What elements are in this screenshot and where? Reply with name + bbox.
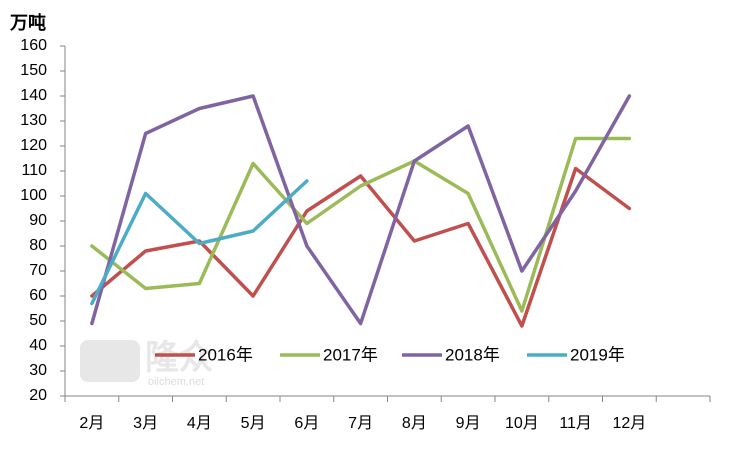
y-axis-unit: 万吨	[9, 12, 46, 33]
x-tick-label: 11月	[559, 415, 592, 432]
x-tick-label: 3月	[133, 415, 158, 432]
x-tick-label: 5月	[241, 415, 266, 432]
legend-item: 2017年	[280, 345, 378, 364]
y-tick-label: 120	[20, 137, 47, 154]
series-line	[90, 166, 632, 328]
y-tick-label: 150	[20, 62, 47, 79]
x-tick-label: 8月	[402, 415, 427, 432]
watermark-site: oilchem.net	[148, 376, 204, 388]
y-tick-label: 90	[29, 212, 47, 229]
legend-label: 2017年	[323, 345, 378, 364]
x-tick-label: 7月	[348, 415, 373, 432]
x-tick-label: 6月	[294, 415, 319, 432]
series-line	[90, 136, 632, 313]
x-tick-label: 2月	[79, 415, 104, 432]
y-tick-label: 160	[20, 37, 47, 54]
y-tick-label: 100	[20, 187, 47, 204]
legend-label: 2016年	[198, 345, 253, 364]
legend-item: 2019年	[527, 345, 625, 364]
legend-label: 2018年	[445, 345, 500, 364]
y-tick-label: 140	[20, 87, 47, 104]
legend-label: 2019年	[570, 345, 625, 364]
y-tick-label: 110	[21, 162, 47, 179]
y-tick-label: 80	[29, 237, 47, 254]
y-tick-label: 20	[29, 387, 47, 404]
x-tick-label: 12月	[612, 415, 646, 432]
x-tick-label: 10月	[505, 415, 539, 432]
watermark-logo	[80, 340, 140, 382]
x-tick-label: 9月	[456, 415, 481, 432]
y-tick-label: 30	[29, 362, 47, 379]
series-line	[90, 179, 309, 306]
legend-item: 2016年	[155, 345, 253, 364]
watermark: 隆众 oilchem.net	[80, 339, 213, 388]
legend-item: 2018年	[402, 345, 500, 364]
y-tick-label: 60	[29, 287, 47, 304]
y-tick-label: 40	[29, 337, 47, 354]
y-tick-label: 130	[20, 112, 47, 129]
y-tick-label: 50	[29, 312, 47, 329]
series-line	[90, 94, 632, 326]
watermark-brand: 隆众	[145, 339, 213, 377]
x-tick-label: 4月	[187, 415, 212, 432]
y-tick-label: 70	[29, 262, 47, 279]
